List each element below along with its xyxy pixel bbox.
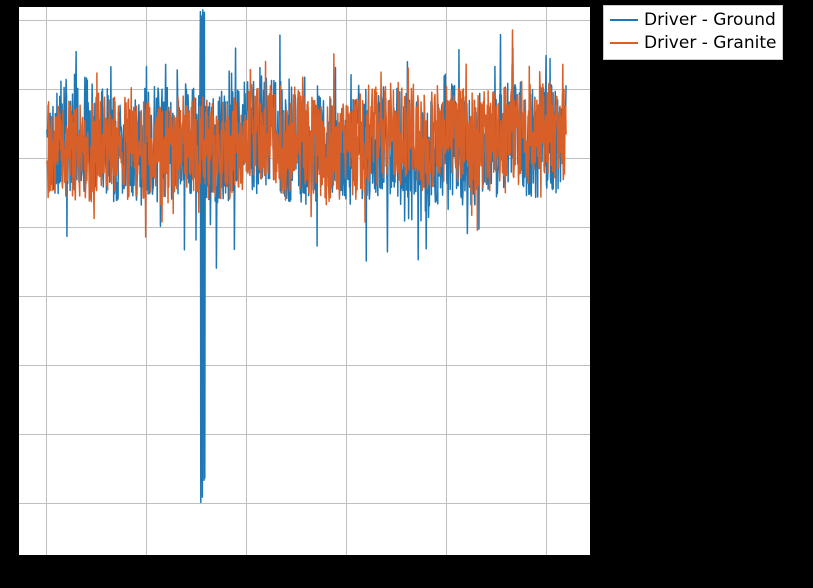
legend-swatch bbox=[610, 19, 638, 21]
legend-item: Driver - Ground bbox=[610, 9, 776, 32]
plot-svg bbox=[19, 7, 592, 557]
legend-label: Driver - Granite bbox=[644, 32, 776, 55]
chart-axes bbox=[17, 5, 592, 557]
figure: Driver - GroundDriver - Granite bbox=[0, 0, 813, 588]
legend-label: Driver - Ground bbox=[644, 9, 776, 32]
legend-item: Driver - Granite bbox=[610, 32, 776, 55]
series-line bbox=[47, 30, 566, 237]
legend: Driver - GroundDriver - Granite bbox=[603, 5, 783, 60]
legend-swatch bbox=[610, 42, 638, 44]
series-line bbox=[47, 10, 566, 503]
